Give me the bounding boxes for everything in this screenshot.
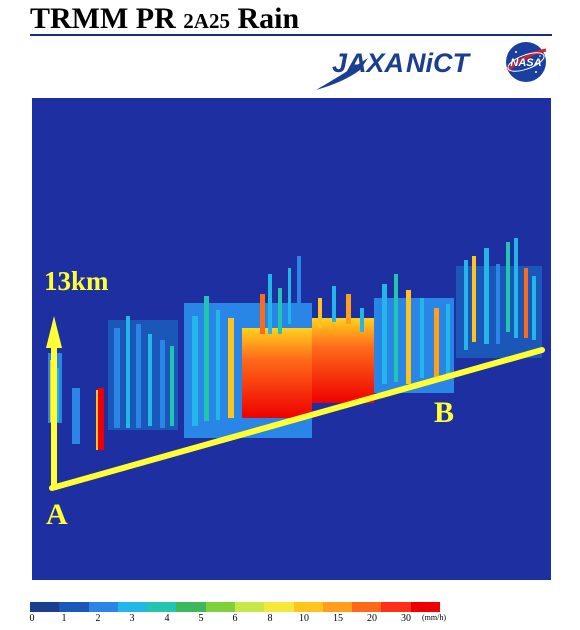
- jaxa-logo: JAXA: [332, 48, 404, 78]
- colorbar-segment: [234, 602, 265, 612]
- colorbar-tick: 15: [333, 613, 343, 624]
- colorbar-tick: 0: [29, 613, 35, 624]
- colorbar-segment: [322, 602, 353, 612]
- title-suffix: Rain: [229, 2, 300, 35]
- colorbar-segment: [264, 602, 294, 612]
- title-rule: [30, 34, 552, 36]
- colorbar-tick: 6: [232, 613, 238, 624]
- height-label: 13km: [44, 266, 109, 296]
- colorbar-segment: [352, 602, 382, 612]
- title-main: TRMM PR: [30, 2, 184, 35]
- colorbar-segment: [59, 602, 89, 612]
- track-line: [49, 347, 545, 491]
- rain-cell-core: [312, 286, 374, 403]
- rain-cell-far-right: [456, 238, 542, 358]
- colorbar-segment: [88, 602, 118, 612]
- logo-strip: JAXA NiCT NASA: [310, 38, 555, 96]
- colorbar-segment: [381, 602, 411, 612]
- colorbar-segment: [410, 602, 440, 612]
- colorbar-segment: [30, 602, 60, 612]
- page-title: TRMM PR 2A25 Rain: [30, 4, 299, 36]
- nict-logo: NiCT: [406, 48, 471, 78]
- colorbar-tick: 8: [267, 613, 273, 624]
- height-arrowhead: [46, 316, 62, 348]
- rain-cell-center: [184, 256, 312, 438]
- radar-panel: 13km A B: [32, 98, 551, 580]
- colorbar-segment: [293, 602, 323, 612]
- rain-rate-colorbar: [30, 602, 440, 612]
- colorbar-tick: 20: [367, 613, 377, 624]
- title-product: 2A25: [183, 9, 230, 33]
- colorbar-segment: [147, 602, 177, 612]
- colorbar-tick: 30: [401, 613, 411, 624]
- logos-svg: JAXA NiCT NASA: [316, 42, 547, 90]
- nasa-text: NASA: [510, 57, 541, 69]
- point-b-label: B: [434, 396, 455, 429]
- point-a-label: A: [46, 498, 68, 531]
- colorbar-segment: [176, 602, 206, 612]
- colorbar-segment: [117, 602, 148, 612]
- colorbar-tick: 5: [198, 613, 204, 624]
- colorbar-tick: 3: [129, 613, 135, 624]
- colorbar-tick: 2: [95, 613, 101, 624]
- colorbar-tick: 4: [164, 613, 170, 624]
- colorbar-segment: [205, 602, 235, 612]
- colorbar-tick: 10: [299, 613, 309, 624]
- nasa-logo: NASA: [506, 42, 547, 82]
- rain-scene: [46, 238, 545, 491]
- colorbar-ticks: 0 1 2 3 4 5 6 8 10 15 20 30: [30, 613, 440, 627]
- rain-cell-middle-left: [108, 316, 178, 430]
- colorbar-tick: 1: [61, 613, 67, 624]
- colorbar-unit: (mm/h): [422, 613, 446, 622]
